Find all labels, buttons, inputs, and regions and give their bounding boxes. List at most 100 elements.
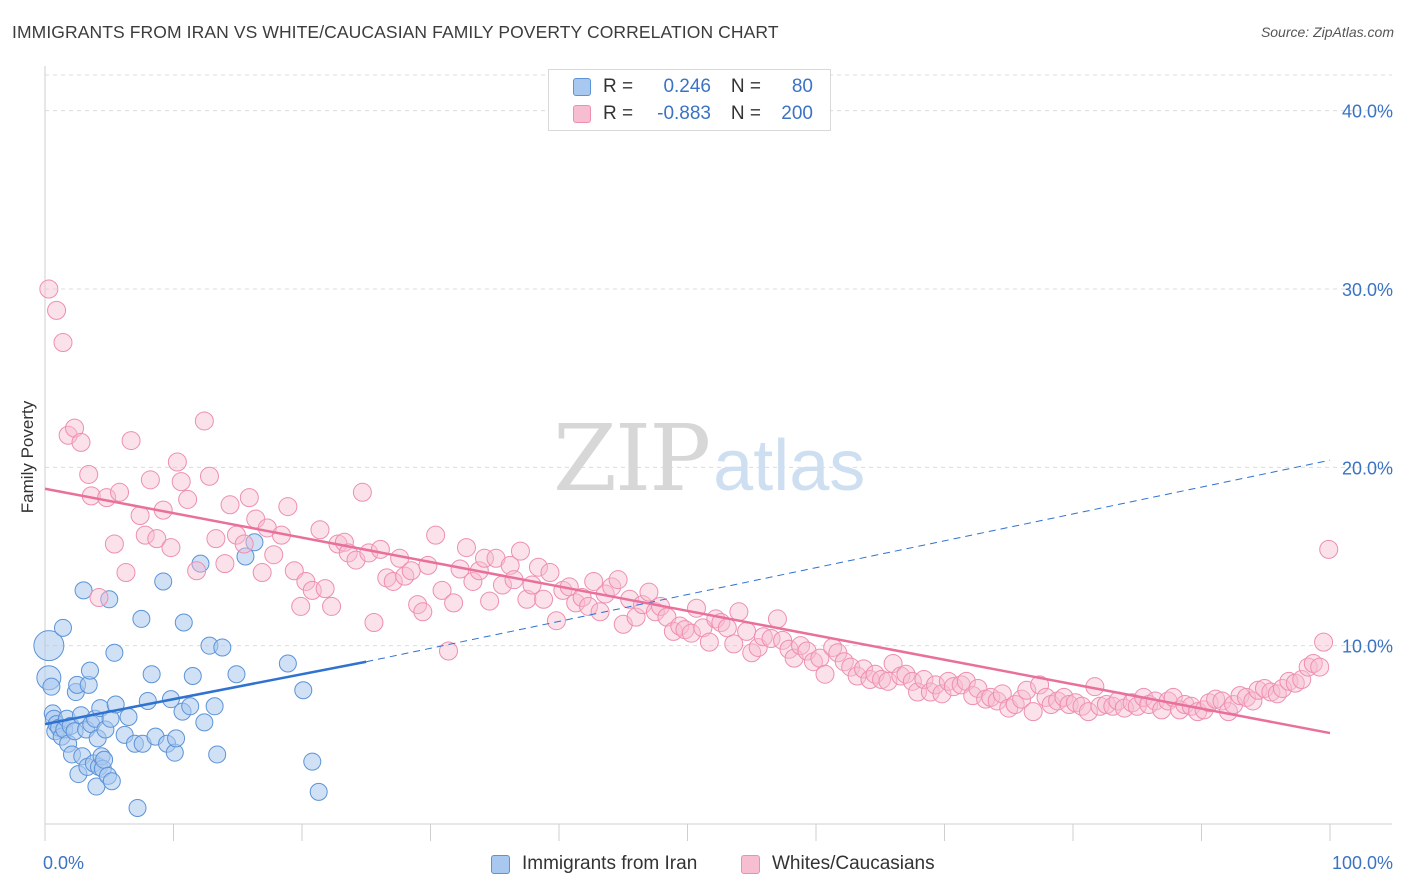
trend-line-iran <box>44 660 367 726</box>
data-point-whites <box>517 589 537 609</box>
data-point-whites <box>729 602 749 622</box>
data-point-whites <box>121 431 141 451</box>
data-point-iran <box>195 713 214 732</box>
data-point-iran <box>138 691 157 710</box>
data-point-iran <box>132 609 151 628</box>
x-tick-label: 0.0% <box>43 853 84 873</box>
data-point-whites <box>432 580 452 600</box>
data-point-whites <box>116 563 136 583</box>
data-point-whites <box>1030 675 1050 695</box>
data-point-whites <box>110 482 130 502</box>
legend-item-iran[interactable]: Immigrants from Iran <box>491 853 697 875</box>
data-point-whites <box>264 545 284 565</box>
data-point-whites <box>522 575 542 595</box>
data-point-whites <box>1230 686 1250 706</box>
data-point-whites <box>1285 673 1305 693</box>
data-point-iran <box>309 782 328 801</box>
data-point-whites <box>383 571 403 591</box>
data-point-whites <box>670 616 690 636</box>
data-point-whites <box>53 333 73 352</box>
n-value: 80 <box>791 76 813 97</box>
data-point-whites <box>234 534 254 554</box>
data-point-whites <box>135 525 155 545</box>
data-point-whites <box>474 548 494 568</box>
data-point-whites <box>413 602 433 622</box>
data-point-whites <box>79 464 99 484</box>
data-point-iran <box>53 618 72 637</box>
data-point-whites <box>364 612 384 632</box>
legend-label-iran: Immigrants from Iran <box>522 853 698 874</box>
legend-swatch-iran <box>491 854 510 874</box>
data-point-iran <box>142 665 161 684</box>
legend-label-whites: Whites/Caucasians <box>772 853 935 874</box>
data-point-whites <box>803 652 823 672</box>
chart-title: IMMIGRANTS FROM IRAN VS WHITE/CAUCASIAN … <box>12 22 779 42</box>
data-point-iran <box>80 661 99 680</box>
r-label: R = <box>603 103 634 124</box>
data-point-whites <box>645 602 665 622</box>
data-point-whites <box>767 609 787 629</box>
data-point-whites <box>699 632 719 652</box>
data-point-whites <box>742 643 762 663</box>
data-point-iran <box>105 643 124 662</box>
data-point-whites <box>71 432 91 452</box>
data-point-iran <box>213 638 232 657</box>
data-point-whites <box>1314 632 1334 652</box>
n-label: N = <box>730 103 761 124</box>
data-point-iran <box>74 581 93 600</box>
data-point-whites <box>220 495 240 515</box>
data-point-whites <box>1122 693 1142 713</box>
data-point-whites <box>1303 654 1323 673</box>
legend-row-iran: R = 0.246 N = 80 <box>549 74 813 100</box>
data-point-whites <box>717 618 737 638</box>
r-value: -0.883 <box>657 103 711 124</box>
legend-item-whites[interactable]: Whites/Caucasians <box>741 853 935 875</box>
data-point-whites <box>1078 702 1098 722</box>
data-point-whites <box>395 566 415 586</box>
data-point-whites <box>878 671 898 691</box>
data-point-whites <box>992 684 1012 704</box>
tick-labels: 10.0% 20.0% 30.0% 40.0% 0.0% 100.0% <box>43 102 1393 873</box>
data-point-iran <box>278 654 297 673</box>
y-axis-label: Family Poverty <box>18 400 37 514</box>
watermark: ZIPatlas <box>553 405 865 512</box>
data-point-whites <box>791 636 811 656</box>
data-point-whites <box>590 602 610 622</box>
n-value: 200 <box>781 103 813 124</box>
data-point-whites <box>1298 657 1318 677</box>
data-point-whites <box>199 466 219 486</box>
data-point-iran <box>205 697 224 716</box>
data-point-whites <box>834 652 854 672</box>
data-point-iran <box>42 677 61 696</box>
data-point-whites <box>463 571 483 591</box>
data-point-whites <box>1292 670 1312 690</box>
legend-swatch-iran <box>573 78 591 96</box>
data-point-whites <box>39 279 59 299</box>
data-point-iran <box>128 798 147 817</box>
data-point-iran <box>95 750 114 769</box>
data-point-whites <box>540 563 560 583</box>
y-tick-label: 30.0% <box>1342 280 1393 300</box>
data-point-whites <box>161 538 181 558</box>
data-point-whites <box>480 591 500 611</box>
data-point-iran <box>227 665 246 684</box>
y-tick-label: 20.0% <box>1342 458 1393 478</box>
data-point-whites <box>370 539 390 559</box>
data-point-whites <box>1243 691 1263 711</box>
data-point-whites <box>1267 684 1287 704</box>
y-tick-label: 40.0% <box>1342 102 1393 122</box>
data-point-whites <box>608 570 628 590</box>
legend-swatch-whites <box>573 105 591 123</box>
data-point-iran <box>294 681 313 700</box>
data-point-whites <box>310 520 330 540</box>
data-point-whites <box>426 525 446 545</box>
data-point-whites <box>140 470 160 490</box>
correlation-legend: R = 0.246 N = 80 R = -0.883 N = 200 <box>548 69 831 131</box>
y-tick-label: 10.0% <box>1342 637 1393 657</box>
data-point-whites <box>252 563 272 583</box>
data-point-whites <box>194 411 214 431</box>
data-point-whites <box>315 579 335 599</box>
data-point-whites <box>1023 702 1043 722</box>
legend-swatch-whites <box>741 854 760 874</box>
